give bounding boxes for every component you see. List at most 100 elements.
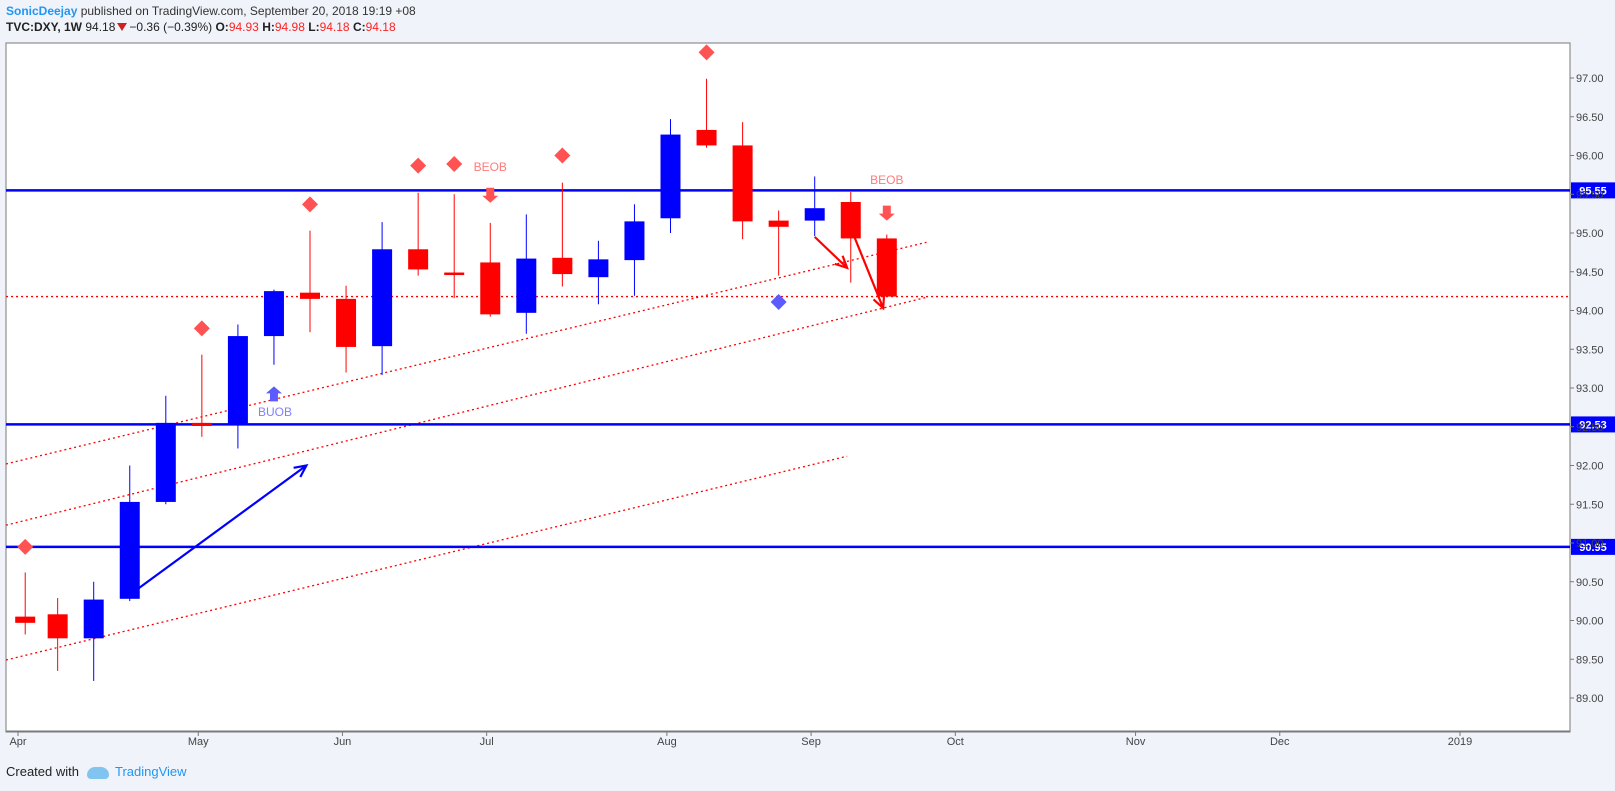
candle-body — [552, 257, 573, 275]
trendline — [5, 296, 927, 526]
drawn-arrow-head — [872, 295, 886, 311]
candle-body — [15, 616, 36, 623]
candle-body — [119, 501, 140, 599]
drawn-arrow-shaft — [813, 236, 848, 269]
candle-body — [83, 599, 104, 639]
candle-body — [300, 292, 321, 299]
down-triangle-icon — [117, 23, 128, 31]
published-text: published on TradingView.com, September … — [77, 4, 416, 18]
price-tick-label: 95.00 — [1576, 228, 1604, 240]
red-diamond-marker — [193, 320, 210, 337]
level-axis-label: 92.53 — [1579, 419, 1607, 431]
author-link[interactable]: SonicDeejay — [6, 4, 78, 18]
time-tick-label: Jul — [480, 736, 494, 748]
price-tick-label: 92.50 — [1576, 422, 1604, 434]
annotations-group: BEOB BEOB BUOB — [17, 44, 903, 591]
price-tick-label: 93.50 — [1576, 344, 1604, 356]
tradingview-link[interactable]: TradingView — [114, 764, 187, 779]
last-price: 94.18 — [85, 20, 116, 34]
price-axis[interactable]: 89.00 89.50 90.00 90.50 91.00 91.50 92.00 92.50… — [1570, 73, 1604, 705]
price-tick-label: 94.50 — [1576, 267, 1604, 279]
pattern-label: BEOB — [474, 160, 507, 174]
candle-body — [408, 249, 429, 270]
close-label: C: — [352, 20, 366, 34]
candle-body — [732, 145, 753, 222]
level-axis-label: 90.95 — [1579, 542, 1607, 554]
drawn-arrow-shaft — [136, 464, 308, 591]
candle-body — [263, 291, 284, 337]
time-tick-label: Sep — [801, 736, 821, 748]
price-tick-label: 90.00 — [1576, 616, 1604, 628]
candle-body — [840, 202, 861, 239]
price-tick-label: 89.00 — [1576, 693, 1604, 705]
candle-body — [227, 336, 248, 426]
time-tick-label: Aug — [657, 736, 677, 748]
time-tick-label: Nov — [1126, 736, 1146, 748]
price-tick-label: 96.50 — [1576, 112, 1604, 124]
low-value: 94.18 — [319, 20, 350, 34]
ohlc-line: TVC:DXY, 1W 94.18 −0.36 (−0.39%) O:94.93 … — [6, 19, 416, 35]
price-tick-label: 95.50 — [1576, 189, 1604, 201]
high-label: H: — [262, 20, 275, 34]
price-tick-label: 90.50 — [1576, 577, 1604, 589]
time-tick-label: May — [188, 736, 209, 748]
down-arrow-marker — [482, 187, 499, 203]
tradingview-cloud-icon — [86, 766, 109, 779]
price-tick-label: 96.00 — [1576, 151, 1604, 163]
red-diamond-marker — [446, 156, 463, 173]
candle-body — [768, 220, 789, 227]
blue-diamond-marker — [770, 293, 787, 310]
low-label: L: — [308, 20, 320, 34]
time-tick-label: 2019 — [1448, 736, 1472, 748]
candle-body — [47, 614, 68, 639]
created-with-text: Created with — [6, 764, 79, 779]
down-arrow-marker — [878, 205, 895, 221]
time-tick-label: Oct — [947, 736, 964, 748]
candle-body — [516, 258, 537, 313]
price-tick-label: 93.00 — [1576, 383, 1604, 395]
trendline — [5, 455, 848, 661]
candle-body — [696, 129, 717, 146]
drawn-arrow-shaft — [853, 236, 885, 309]
time-axis[interactable]: Apr May Jun Jul Aug Sep Oct Nov Dec 2019 — [9, 731, 1472, 748]
close-value: 94.18 — [365, 20, 396, 34]
price-tick-label: 97.00 — [1576, 73, 1604, 85]
open-label: O: — [215, 20, 229, 34]
pattern-label: BEOB — [870, 173, 903, 187]
publish-line: SonicDeejay published on TradingView.com… — [6, 3, 416, 19]
pattern-label: BUOB — [258, 405, 292, 419]
red-diamond-marker — [17, 538, 34, 555]
price-tick-label: 91.50 — [1576, 499, 1604, 511]
time-tick-label: Apr — [9, 736, 26, 748]
candle-body — [191, 422, 212, 426]
candle-body — [444, 272, 465, 276]
drawn-arrow-head — [293, 464, 309, 478]
candles-group — [15, 78, 897, 681]
support-resistance-levels: 95.55 92.53 90.95 — [6, 182, 1615, 555]
price-tick-label: 92.00 — [1576, 461, 1604, 473]
price-tick-label: 94.00 — [1576, 306, 1604, 318]
red-diamond-marker — [698, 44, 715, 61]
price-change: −0.36 (−0.39%) — [129, 20, 213, 34]
candle-body — [588, 259, 609, 278]
chart-header: SonicDeejay published on TradingView.com… — [6, 3, 416, 35]
high-value: 94.98 — [274, 20, 305, 34]
level-axis-tag — [1571, 538, 1615, 555]
red-diamond-marker — [302, 196, 319, 213]
candle-body — [480, 262, 501, 315]
red-diamond-marker — [554, 147, 571, 164]
level-axis-tag — [1571, 182, 1615, 199]
drawn-arrow-head — [834, 255, 849, 270]
candle-body — [804, 208, 825, 221]
price-tick-label: 91.00 — [1576, 538, 1604, 550]
level-axis-tag — [1571, 416, 1615, 433]
time-tick-label: Jun — [334, 736, 352, 748]
plot-area[interactable] — [5, 42, 1571, 733]
candle-body — [155, 422, 176, 502]
candle-body — [876, 238, 897, 297]
candle-body — [336, 298, 357, 347]
price-tick-label: 89.50 — [1576, 654, 1604, 666]
up-arrow-marker — [265, 386, 282, 402]
time-tick-label: Dec — [1270, 736, 1290, 748]
